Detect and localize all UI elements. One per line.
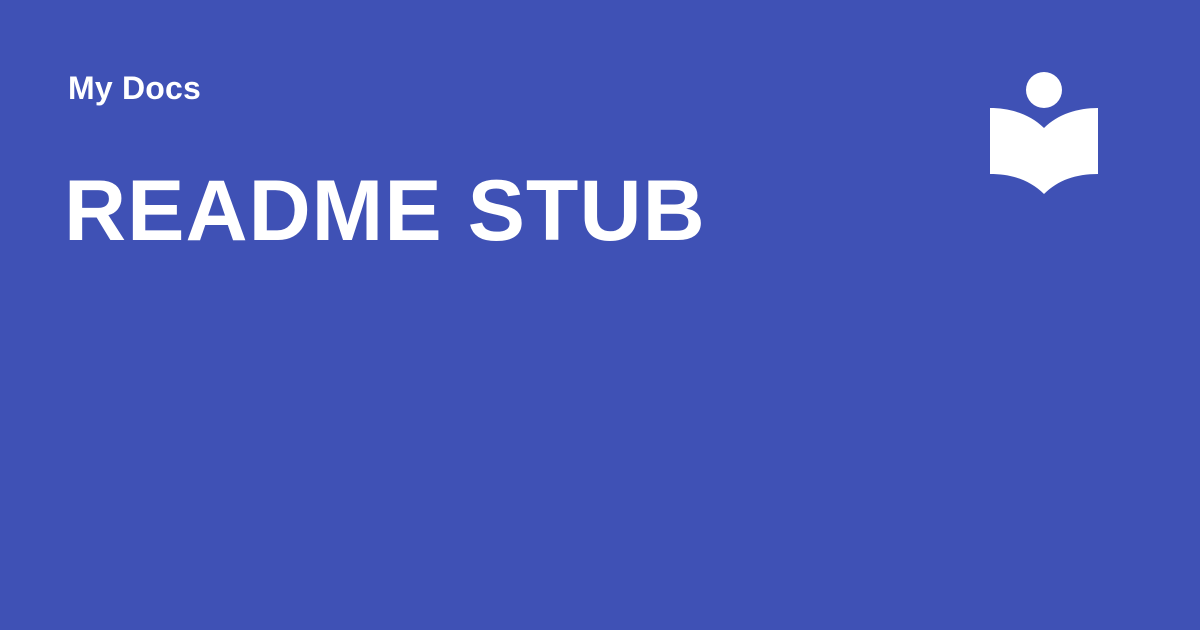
reading-book-icon xyxy=(988,70,1100,198)
page-title: README STUB xyxy=(64,163,706,259)
site-name: My Docs xyxy=(68,70,201,106)
